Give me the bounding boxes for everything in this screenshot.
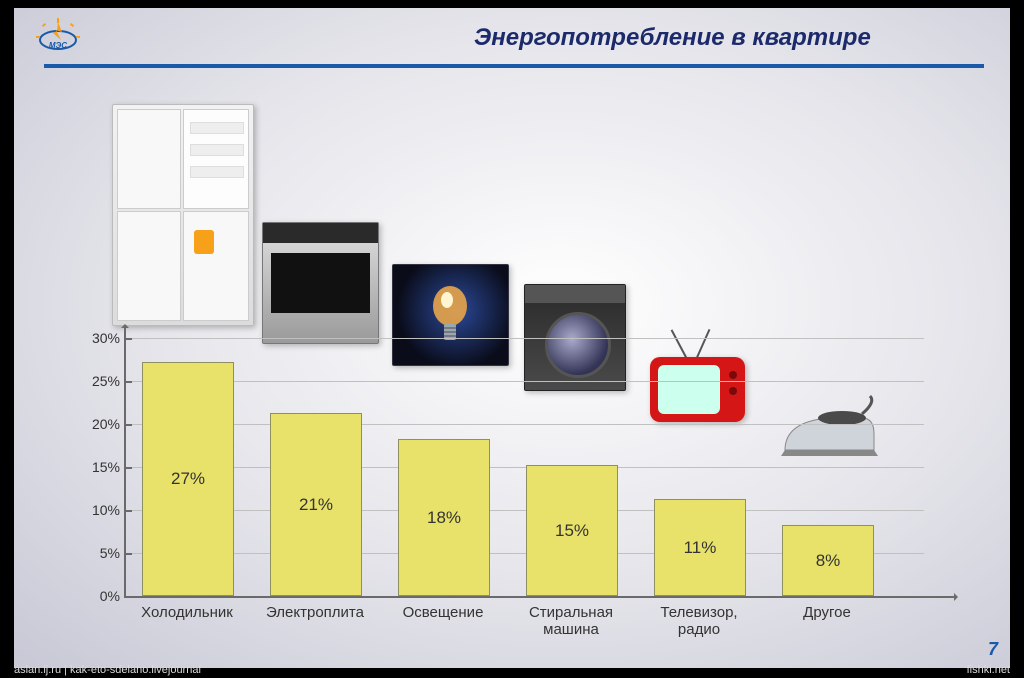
bar-iron: 8% bbox=[782, 525, 874, 596]
stove-icon bbox=[262, 222, 379, 344]
bar-value-label: 21% bbox=[299, 495, 333, 515]
y-tick bbox=[124, 596, 132, 598]
bar-value-label: 8% bbox=[816, 551, 841, 571]
slide-title: Энергопотребление в квартире bbox=[474, 24, 871, 52]
x-axis bbox=[124, 596, 954, 598]
company-logo: МЭС bbox=[28, 18, 88, 62]
source-credit-left: aslan.lj.ru | kak-eto-sdelano.livejourna… bbox=[14, 664, 201, 676]
category-label: Холодильник bbox=[123, 604, 251, 621]
bar-stove: 21% bbox=[270, 413, 362, 596]
bar-value-label: 18% bbox=[427, 508, 461, 528]
title-underline bbox=[44, 64, 984, 68]
bar-bulb: 18% bbox=[398, 439, 490, 596]
bar-tv: 11% bbox=[654, 499, 746, 596]
category-label: Телевизор,радио bbox=[635, 604, 763, 638]
presentation-slide: МЭС Энергопотребление в квартире bbox=[14, 8, 1010, 668]
category-label: Другое bbox=[763, 604, 891, 621]
source-credit-right: fishki.net bbox=[967, 664, 1010, 676]
category-label: Стиральнаямашина bbox=[507, 604, 635, 638]
category-label: Освещение bbox=[379, 604, 507, 621]
bar-value-label: 15% bbox=[555, 521, 589, 541]
fridge-icon bbox=[112, 104, 254, 326]
category-label: Электроплита bbox=[251, 604, 379, 621]
bar-value-label: 27% bbox=[171, 469, 205, 489]
logo-text: МЭС bbox=[49, 41, 67, 50]
bar-washer: 15% bbox=[526, 465, 618, 596]
bar-chart: 0%5%10%15%20%25%30% 27%21%18%15%11%8% Хо… bbox=[82, 338, 962, 598]
bar-fridge: 27% bbox=[142, 362, 234, 596]
bar-value-label: 11% bbox=[684, 538, 717, 558]
page-number: 7 bbox=[988, 639, 998, 660]
